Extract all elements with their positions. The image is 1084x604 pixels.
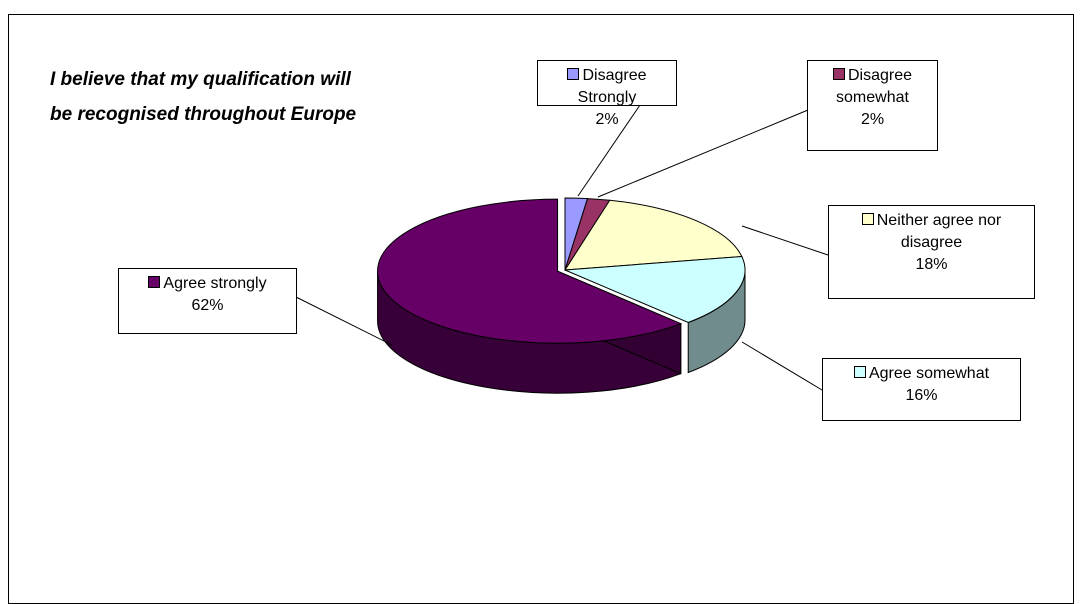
leader-line <box>741 225 829 256</box>
leader-line <box>295 296 393 346</box>
leader-line <box>597 109 809 198</box>
data-label: Agree strongly 62% <box>118 268 297 334</box>
data-label: Disagree Strongly 2% <box>537 60 677 128</box>
label-value: 2% <box>860 111 885 128</box>
label-name: Disagree Strongly <box>577 67 647 106</box>
legend-key <box>853 366 866 378</box>
label-name: Neither agree nor disagree <box>876 212 1002 251</box>
slice <box>377 198 683 344</box>
slice <box>564 199 743 271</box>
legend-key <box>861 213 874 225</box>
label-value: 2% <box>595 111 619 128</box>
slice <box>564 255 746 324</box>
legend-key <box>832 68 845 80</box>
label-name: Disagree somewhat <box>836 67 913 106</box>
label-value: 62% <box>191 297 224 314</box>
label-value: 18% <box>915 256 948 273</box>
label-name: Agree strongly <box>163 275 267 292</box>
legend-key <box>148 276 161 288</box>
leader-line <box>577 104 641 197</box>
data-label: Agree somewhat 16% <box>822 358 1021 421</box>
data-label: Neither agree nor disagree 18% <box>828 205 1035 299</box>
leader-line <box>741 341 823 391</box>
data-label: Disagree somewhat 2% <box>807 60 938 151</box>
legend-key <box>567 68 580 80</box>
chart-title: I believe that my qualification will be … <box>50 69 357 125</box>
label-name: Agree somewhat <box>868 365 990 382</box>
label-value: 16% <box>905 387 938 404</box>
